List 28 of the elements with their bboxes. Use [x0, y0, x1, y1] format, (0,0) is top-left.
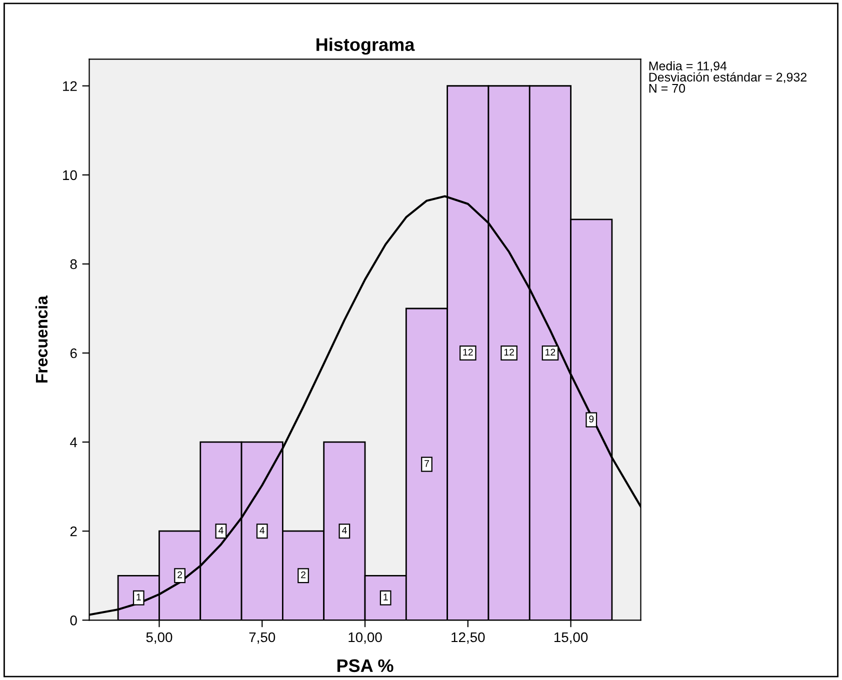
data-label: 2 — [301, 571, 306, 578]
x-tick-label: 15,00 — [554, 632, 588, 644]
y-tick-label: 4 — [70, 438, 78, 448]
data-label: 7 — [424, 460, 429, 467]
text: Media = 11,94 Desviación estándar = 2,932 N = 70 — [649, 61, 806, 93]
x-tick-label: 12,50 — [452, 632, 485, 644]
y-tick-label: 2 — [70, 526, 77, 536]
data-label: 12 — [504, 348, 514, 356]
data-label: 1 — [384, 594, 388, 600]
y-tick-label: 12 — [63, 81, 77, 91]
data-label: 4 — [218, 526, 224, 534]
x-tick-label: 7,50 — [249, 632, 276, 644]
y-tick-label: 0 — [70, 615, 77, 626]
data-label: 9 — [589, 416, 594, 422]
x-tick-label: 5,00 — [146, 632, 172, 644]
x-axis-title: PSA % — [337, 659, 394, 672]
data-label: 12 — [463, 348, 473, 356]
y-tick-label: 6 — [70, 348, 77, 358]
data-label: 12 — [546, 348, 556, 356]
chart-title: Histograma — [316, 38, 415, 55]
data-label: 4 — [342, 526, 347, 534]
y-axis-title: Frecuencia — [35, 296, 48, 383]
y-tick-label: 10 — [63, 170, 77, 180]
data-label: 1 — [136, 594, 141, 600]
data-label: 4 — [260, 526, 265, 534]
data-label: 2 — [178, 571, 182, 578]
y-tick-label: 8 — [70, 259, 77, 270]
x-tick-label: 10,00 — [348, 632, 382, 644]
